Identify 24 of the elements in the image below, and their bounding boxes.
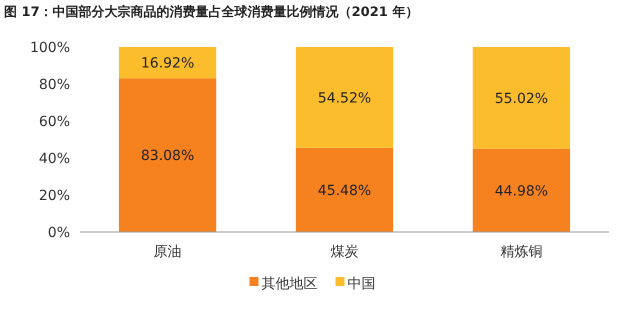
data-label: 55.02% [494, 90, 548, 107]
bar [118, 47, 216, 78]
x-tick-label: 煤炭 [330, 244, 358, 260]
bar [296, 148, 394, 232]
data-label: 16.92% [140, 56, 194, 72]
data-label: 83.08% [140, 148, 194, 164]
y-tick-label: 40% [38, 150, 70, 167]
legend-label: 其他地区 [262, 276, 318, 292]
bar [472, 47, 570, 149]
y-tick-label: 0% [48, 224, 70, 241]
bar [472, 148, 570, 232]
y-tick-label: 20% [38, 188, 70, 204]
data-label: 44.98% [494, 183, 548, 200]
x-tick-label: 原油 [154, 244, 182, 260]
legend-label: 中国 [348, 276, 376, 292]
data-label: 45.48% [318, 182, 372, 199]
data-label: 54.52% [318, 90, 372, 106]
bar [296, 47, 394, 148]
y-tick-label: 60% [38, 114, 70, 130]
x-tick-label: 精炼铜 [500, 244, 542, 260]
chart-title: 图 17：中国部分大宗商品的消费量占全球消费量比例情况（2021 年） [4, 4, 418, 20]
y-tick-label: 80% [38, 76, 70, 93]
y-tick-label: 100% [30, 40, 70, 56]
bar [118, 78, 216, 232]
